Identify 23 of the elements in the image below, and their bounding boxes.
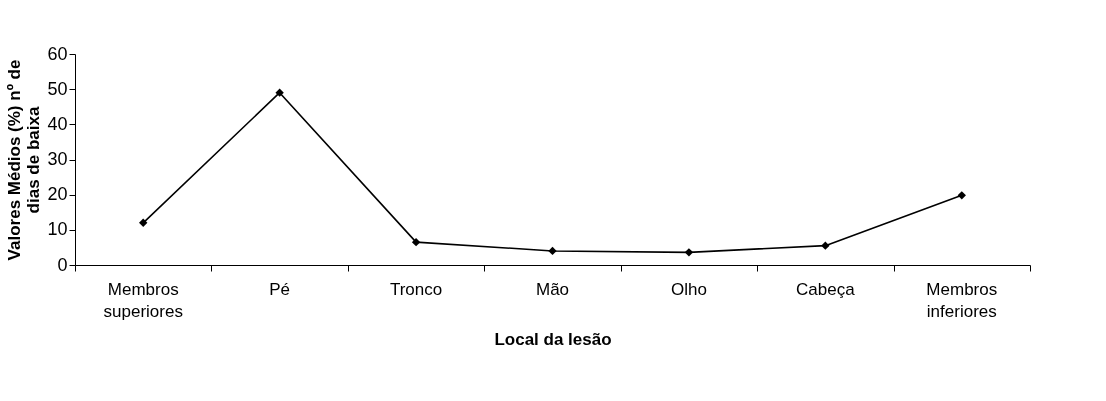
y-tick-label: 20: [47, 184, 68, 205]
point: [548, 246, 557, 256]
point: [411, 237, 421, 247]
y-tick-label: 0: [57, 254, 68, 275]
x-tick-label: Membros superiores: [103, 280, 183, 321]
x-tick-label: Tronco: [389, 280, 443, 299]
point: [139, 218, 148, 227]
y-tick-label: 40: [47, 113, 68, 134]
x-axis-title: Local da lesão: [494, 330, 612, 349]
point: [957, 191, 966, 200]
point: [684, 248, 694, 257]
x-tick-label: Cabeça: [796, 280, 856, 299]
x-tick-label: Membros inferiores: [926, 280, 998, 321]
y-tick-label: 60: [47, 43, 68, 64]
y-tick-label: 10: [47, 219, 68, 240]
y-tick-label: 50: [47, 78, 68, 99]
point: [275, 88, 284, 97]
y-tick-label: 30: [47, 149, 68, 169]
x-tick-label: Mão: [535, 280, 570, 299]
x-tick-label: Olho: [670, 280, 707, 299]
x-tick-label: Pé: [269, 280, 291, 299]
point: [821, 241, 830, 250]
y-axis-title: Valores Médios (%) nº de dias de baixa: [5, 59, 44, 261]
